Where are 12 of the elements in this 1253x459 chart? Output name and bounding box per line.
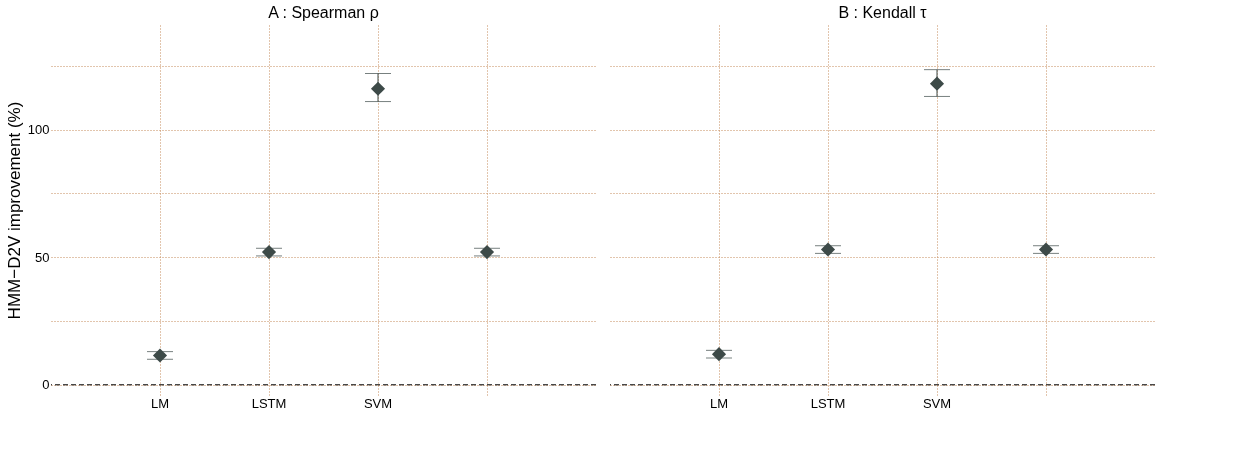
x-tick-label: LSTM xyxy=(810,395,846,411)
chart-title: A : Spearman ρ xyxy=(268,4,379,21)
x-tick-label: SVM xyxy=(922,395,952,411)
x-tick-label: LM xyxy=(150,395,170,411)
x-tick-label: LSTM xyxy=(251,395,287,411)
y-axis-title: HMM−D2V improvement (%) xyxy=(4,101,24,320)
x-tick-label: SVM xyxy=(363,395,393,411)
y-tick-label: 0 xyxy=(42,377,50,393)
chart-title: B : Kendall τ xyxy=(838,4,928,21)
y-tick-label: 100 xyxy=(27,122,50,138)
x-tick-label: LM xyxy=(709,395,729,411)
y-tick-label: 50 xyxy=(35,249,50,265)
